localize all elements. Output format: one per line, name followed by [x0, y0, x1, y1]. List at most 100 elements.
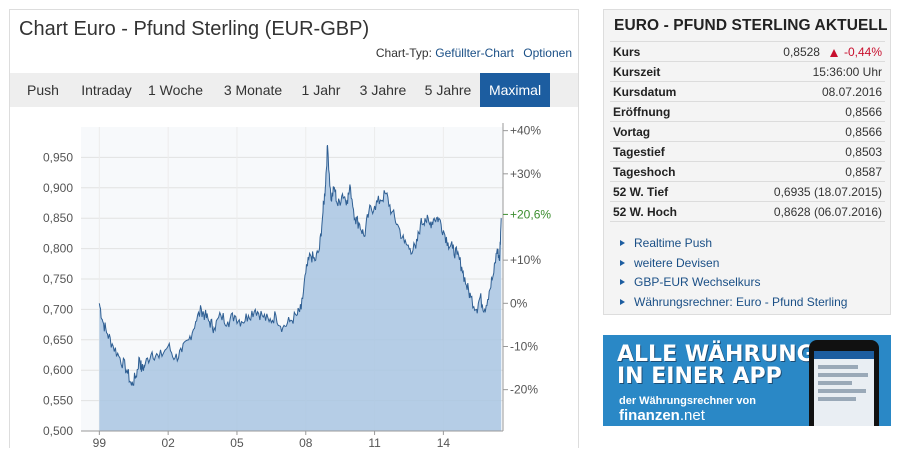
- x-tick-label: 05: [230, 436, 244, 449]
- y2-tick-label: +40%: [510, 124, 541, 138]
- kurs-value-cell: 0,8528 -0,44%: [712, 41, 885, 62]
- y2-tick-label: 0%: [510, 296, 528, 310]
- app-promo-banner[interactable]: ALLE WÄHRUNGEN IN EINER APP der Währungs…: [603, 335, 891, 426]
- row-label: 52 W. Tief: [610, 181, 712, 202]
- row-value: 0,8628 (06.07.2016): [712, 201, 885, 222]
- tab-1-woche[interactable]: 1 Woche: [148, 82, 203, 98]
- y2-tick-label: +30%: [510, 167, 541, 181]
- table-row: Vortag 0,8566: [610, 121, 885, 142]
- phone-line: [818, 389, 866, 393]
- list-item: Währungsrechner: Euro - Pfund Sterling: [620, 293, 847, 313]
- options-link[interactable]: Optionen: [523, 46, 572, 60]
- y-tick-label: 0,750: [43, 272, 73, 286]
- phone-header-bar: [814, 351, 874, 359]
- link-weitere-devisen[interactable]: weitere Devisen: [634, 255, 720, 270]
- table-row: Eröffnung 0,8566: [610, 101, 885, 122]
- chart-panel: Chart Euro - Pfund Sterling (EUR-GBP) Ch…: [9, 9, 579, 449]
- brand-name: finanzen: [619, 407, 680, 424]
- y-tick-label: 0,650: [43, 333, 73, 347]
- brand-logo: finanzen.net: [619, 407, 705, 424]
- phone-line: [818, 365, 858, 369]
- list-item: GBP-EUR Wechselkurs: [620, 273, 847, 293]
- table-row: 52 W. Tief 0,6935 (18.07.2015): [610, 181, 885, 202]
- x-tick-label: 14: [437, 436, 451, 449]
- tab-3-monate[interactable]: 3 Monate: [223, 82, 283, 98]
- row-label: Tagestief: [610, 141, 712, 162]
- y-tick-label: 0,500: [43, 424, 73, 438]
- row-label: Tageshoch: [610, 161, 712, 182]
- brand-suffix: .net: [679, 407, 705, 424]
- table-row: Tageshoch 0,8587: [610, 161, 885, 182]
- related-links: Realtime Push weitere Devisen GBP-EUR We…: [620, 234, 847, 312]
- chart-type-link[interactable]: Gefüllter-Chart: [435, 46, 514, 60]
- arrow-right-icon: [620, 259, 625, 266]
- y-tick-label: 0,550: [43, 394, 73, 408]
- price-chart: 0,500 0,550 0,600 0,650 0,700 0,750 0,800 0,850…: [43, 123, 551, 449]
- link-gbp-eur[interactable]: GBP-EUR Wechselkurs: [634, 275, 761, 289]
- banner-headline-2: IN EINER APP: [617, 364, 782, 389]
- row-value: 0,8566: [712, 121, 885, 142]
- row-value: 0,8587: [712, 161, 885, 182]
- phone-screen: [814, 351, 874, 426]
- table-row: Kurszeit 15:36:00 Uhr: [610, 61, 885, 82]
- table-row: Kursdatum 08.07.2016: [610, 81, 885, 102]
- row-value: 15:36:00 Uhr: [712, 61, 885, 82]
- quote-table: Kurs 0,8528 -0,44% Kurszeit 15:36:00 Uhr …: [610, 41, 885, 222]
- row-value: 08.07.2016: [712, 81, 885, 102]
- price-line: [98, 145, 502, 386]
- link-waehrungsrechner[interactable]: Währungsrechner: Euro - Pfund Sterling: [634, 294, 848, 309]
- chart-type-label: Chart-Typ:: [375, 46, 432, 60]
- phone-line: [818, 397, 856, 401]
- y-tick-label: 0,950: [43, 150, 73, 164]
- x-tick-label: 11: [368, 436, 381, 449]
- y-tick-label: 0,600: [43, 363, 73, 377]
- chart-title: Chart Euro - Pfund Sterling (EUR-GBP): [19, 18, 370, 40]
- tab-3-jahre[interactable]: 3 Jahre: [359, 82, 407, 98]
- arrow-down-icon: [829, 48, 838, 57]
- phone-line: [818, 373, 868, 377]
- row-label: 52 W. Hoch: [610, 201, 712, 222]
- arrow-right-icon: [620, 279, 625, 285]
- quote-panel: EURO - PFUND STERLING AKTUELL Kurs 0,852…: [603, 9, 891, 315]
- row-label: Kurszeit: [610, 61, 712, 82]
- x-tick-label: 99: [93, 436, 107, 449]
- y-tick-label: 0,850: [43, 211, 73, 225]
- y2-tick-label: -20%: [510, 383, 538, 397]
- kurs-value: 0,8528: [783, 44, 820, 59]
- y-tick-label: 0,900: [43, 181, 73, 195]
- arrow-right-icon: [620, 240, 625, 246]
- price-area: [99, 145, 502, 431]
- chart-type-selector: Chart-Typ: Gefüllter-Chart Optionen: [376, 46, 572, 60]
- list-item: Realtime Push: [620, 234, 847, 254]
- row-label: Eröffnung: [610, 101, 712, 122]
- row-label: Kursdatum: [610, 81, 712, 102]
- current-value-label: +20,6%: [510, 207, 551, 221]
- table-row: Kurs 0,8528 -0,44%: [610, 41, 885, 62]
- x-tick-label: 08: [299, 436, 313, 449]
- timeframe-tabs: Push Intraday 1 Woche 3 Monate 1 Jahr 3 …: [10, 73, 578, 107]
- y2-tick-label: +10%: [510, 253, 541, 267]
- row-value: 0,6935 (18.07.2015): [712, 181, 885, 202]
- row-label: Vortag: [610, 121, 712, 142]
- tab-push[interactable]: Push: [27, 82, 59, 98]
- tab-maximal[interactable]: Maximal: [480, 73, 550, 107]
- tab-5-jahre[interactable]: 5 Jahre: [424, 82, 472, 98]
- row-label: Kurs: [610, 41, 712, 62]
- quote-panel-title: EURO - PFUND STERLING AKTUELL: [614, 17, 888, 34]
- y2-tick-label: -10%: [510, 339, 538, 353]
- link-realtime-push[interactable]: Realtime Push: [634, 236, 713, 250]
- list-item: weitere Devisen: [620, 254, 847, 274]
- y-tick-label: 0,800: [43, 242, 73, 256]
- phone-line: [818, 381, 852, 385]
- arrow-right-icon: [620, 298, 625, 305]
- kurs-change: -0,44%: [843, 44, 882, 59]
- table-row: 52 W. Hoch 0,8628 (06.07.2016): [610, 201, 885, 222]
- row-value: 0,8566: [712, 101, 885, 122]
- x-tick-label: 02: [161, 436, 175, 449]
- tab-intraday[interactable]: Intraday: [81, 82, 132, 98]
- y-tick-label: 0,700: [43, 302, 73, 316]
- table-row: Tagestief 0,8503: [610, 141, 885, 162]
- banner-subline: der Währungsrechner von: [619, 395, 756, 407]
- tab-1-jahr[interactable]: 1 Jahr: [301, 82, 341, 98]
- row-value: 0,8503: [712, 141, 885, 162]
